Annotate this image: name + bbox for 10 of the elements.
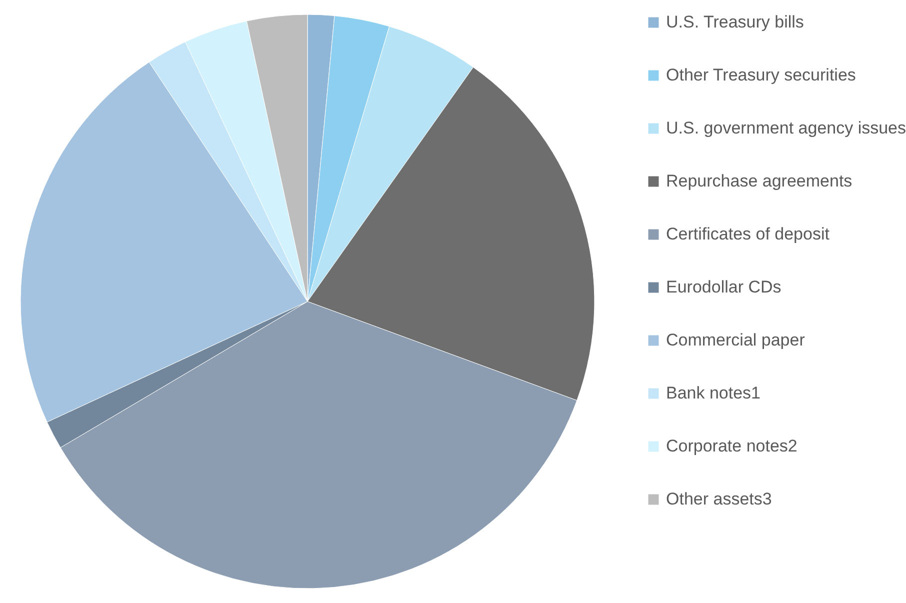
legend-label: U.S. government agency issues bbox=[666, 118, 906, 138]
legend-label: Corporate notes2 bbox=[666, 436, 798, 456]
legend-label: Bank notes1 bbox=[666, 384, 761, 402]
legend-label: Other assets3 bbox=[666, 490, 772, 508]
legend-label: Other Treasury securities bbox=[666, 66, 856, 84]
legend-label: Repurchase agreements bbox=[666, 172, 852, 190]
legend-label: Certificates of deposit bbox=[666, 224, 830, 244]
legend-label: Commercial paper bbox=[666, 330, 806, 350]
legend-label: Eurodollar CDs bbox=[666, 278, 782, 296]
legend-label: U.S. Treasury bills bbox=[666, 12, 804, 32]
